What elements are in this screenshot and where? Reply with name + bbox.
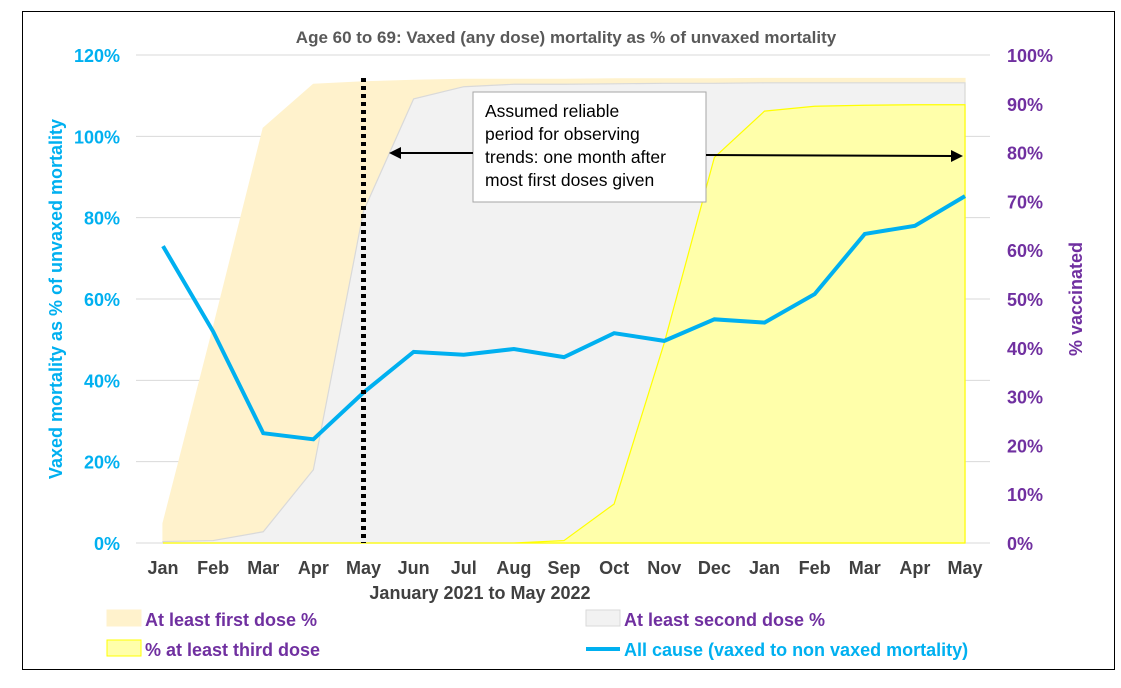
legend-swatch	[585, 609, 621, 627]
right-tick-label: 50%	[1007, 290, 1043, 310]
x-tick-label: Dec	[698, 558, 731, 578]
annotation-text-line: Assumed reliable	[485, 101, 619, 121]
right-tick-label: 80%	[1007, 144, 1043, 164]
right-tick-label: 30%	[1007, 388, 1043, 408]
x-tick-label: Feb	[799, 558, 831, 578]
right-tick-label: 20%	[1007, 436, 1043, 456]
x-tick-label: Jul	[451, 558, 477, 578]
left-tick-label: 20%	[84, 453, 120, 473]
x-tick-label: Jan	[147, 558, 178, 578]
x-tick-label: May	[947, 558, 982, 578]
left-tick-label: 60%	[84, 290, 120, 310]
legend-swatch	[106, 609, 142, 627]
right-tick-label: 100%	[1007, 46, 1053, 66]
annotation-text-line: trends: one month after	[485, 147, 666, 167]
left-axis-ticks: 0% 20% 40% 60% 80% 100% 120%	[74, 46, 120, 554]
area-series	[162, 77, 966, 544]
annotation: Assumed reliable period for observing tren…	[361, 78, 963, 543]
right-axis-ticks: 0% 10% 20% 30% 40% 50% 60% 70% 80% 90% 100%	[1007, 46, 1053, 554]
right-tick-label: 70%	[1007, 192, 1043, 212]
left-tick-label: 120%	[74, 46, 120, 66]
right-arrow-line	[705, 154, 954, 157]
left-tick-label: 40%	[84, 371, 120, 391]
x-tick-label: Sep	[547, 558, 580, 578]
left-tick-label: 80%	[84, 209, 120, 229]
legend-label: At least first dose %	[145, 610, 317, 630]
right-tick-label: 90%	[1007, 95, 1043, 115]
legend: At least first dose % At least second dos…	[106, 609, 968, 660]
x-tick-label: Apr	[298, 558, 329, 578]
x-tick-label: Mar	[849, 558, 881, 578]
right-axis-label: % vaccinated	[1066, 242, 1086, 356]
legend-swatch	[106, 639, 142, 657]
left-arrowhead-icon	[389, 147, 401, 159]
left-tick-label: 0%	[94, 534, 120, 554]
legend-label: % at least third dose	[145, 640, 320, 660]
x-axis-label: January 2021 to May 2022	[369, 583, 590, 603]
x-axis-ticks: Jan Feb Mar Apr May Jun Jul Aug Sep Oct Nov Dec Jan F…	[147, 558, 982, 578]
legend-label: At least second dose %	[624, 610, 825, 630]
x-tick-label: Feb	[197, 558, 229, 578]
right-tick-label: 10%	[1007, 485, 1043, 505]
right-tick-label: 60%	[1007, 241, 1043, 261]
x-tick-label: Apr	[899, 558, 930, 578]
x-tick-label: Mar	[247, 558, 279, 578]
chart-title: Age 60 to 69: Vaxed (any dose) mortality…	[296, 28, 837, 47]
left-axis-label: Vaxed mortality as % of unvaxed mortalit…	[46, 119, 66, 479]
left-tick-label: 100%	[74, 127, 120, 147]
annotation-text-line: period for observing	[485, 124, 640, 144]
right-arrowhead-icon	[951, 150, 963, 162]
right-tick-label: 0%	[1007, 534, 1033, 554]
x-tick-label: Jun	[398, 558, 430, 578]
area--at-least-third-dose	[163, 104, 966, 544]
x-tick-label: Nov	[647, 558, 681, 578]
x-tick-label: Oct	[599, 558, 629, 578]
annotation-box	[472, 91, 707, 203]
x-tick-label: May	[346, 558, 381, 578]
right-tick-label: 40%	[1007, 339, 1043, 359]
legend-label: All cause (vaxed to non vaxed mortality)	[624, 640, 968, 660]
annotation-text-line: most first doses given	[485, 170, 654, 190]
x-tick-label: Jan	[749, 558, 780, 578]
x-tick-label: Aug	[496, 558, 531, 578]
chart-frame	[22, 11, 1115, 670]
